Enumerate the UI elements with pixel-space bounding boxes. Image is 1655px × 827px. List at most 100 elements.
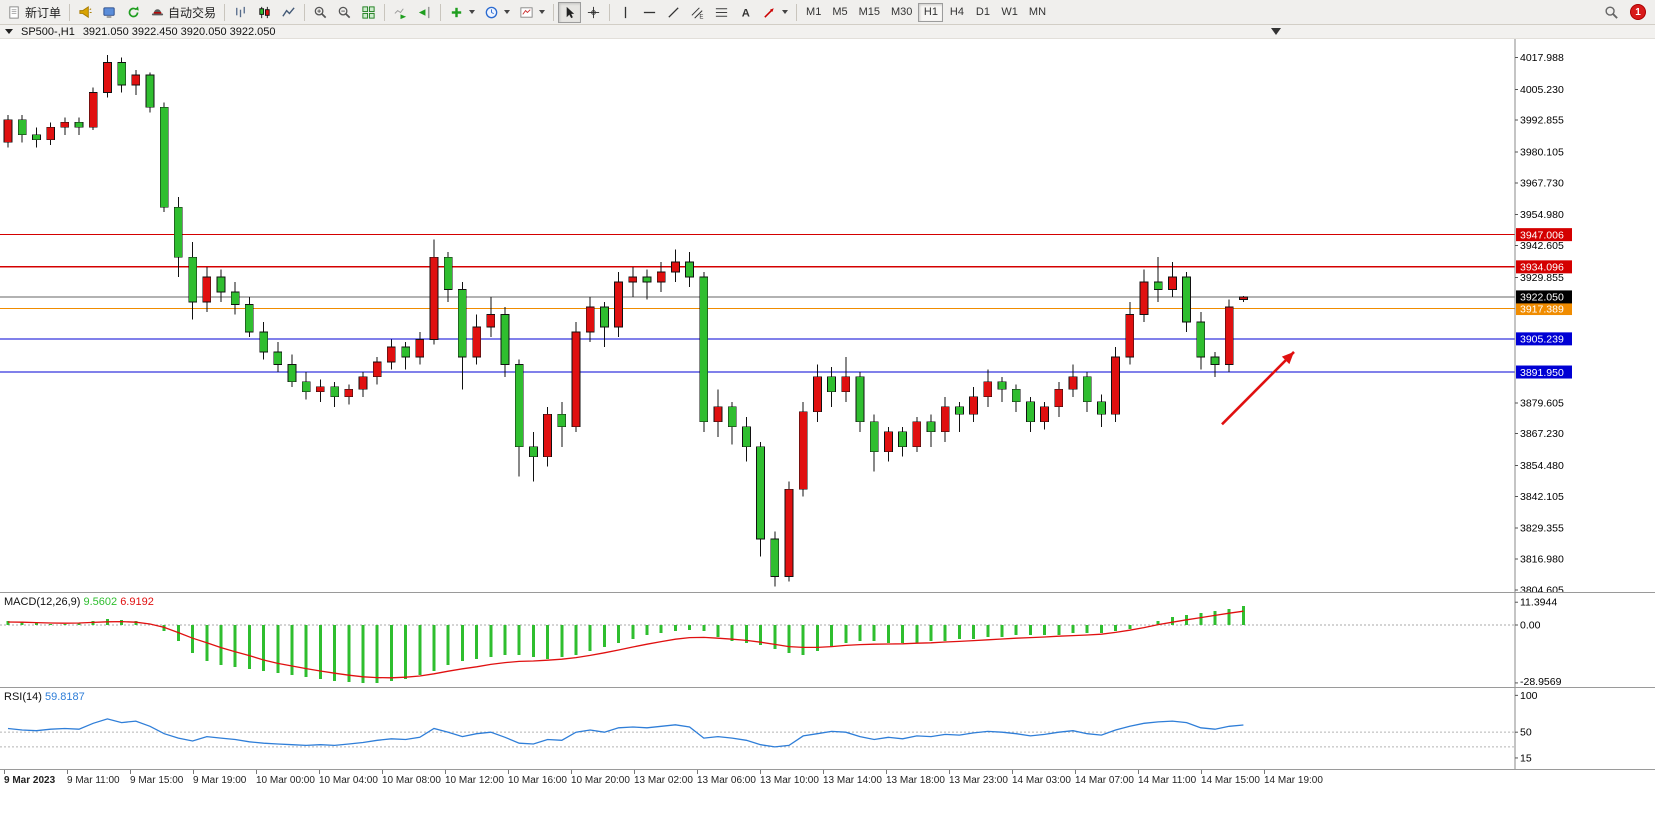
candle-up <box>671 261 680 273</box>
candle-down <box>330 386 339 398</box>
templates-button[interactable] <box>515 2 549 23</box>
price-axis-label: 3829.355 <box>1520 523 1564 535</box>
time-axis[interactable]: 9 Mar 2023 9 Mar 11:00 9 Mar 15:00 9 Mar 19… <box>0 770 1655 794</box>
timeframe-button-h4[interactable]: H4 <box>944 3 969 22</box>
tile-windows-button[interactable] <box>357 2 380 23</box>
candle-down <box>1153 281 1163 290</box>
candle-down <box>926 421 936 433</box>
template-chart-icon <box>520 6 533 18</box>
candle-down <box>770 538 780 577</box>
fibonacci-button[interactable] <box>710 2 733 23</box>
candle-down <box>827 376 836 393</box>
candle-up <box>1139 281 1149 315</box>
time-axis-label: 10 Mar 00:00 <box>256 775 315 786</box>
arrows-button[interactable] <box>758 2 792 23</box>
candle-down <box>685 261 694 278</box>
zoom-in-button[interactable] <box>309 2 332 23</box>
trend-arrow-head <box>1281 351 1294 365</box>
toolbar-separator <box>440 3 442 21</box>
timeframe-button-h1[interactable]: H1 <box>918 2 944 22</box>
crosshair-button[interactable] <box>582 2 605 23</box>
time-axis-tick <box>445 770 446 774</box>
bar-chart-button[interactable] <box>229 2 252 23</box>
autotrading-button[interactable]: 自动交易 <box>146 2 220 23</box>
timeframe-button-m15[interactable]: M15 <box>854 3 885 22</box>
expert-hat-icon <box>151 8 164 15</box>
new-order-button[interactable]: 新订单 <box>3 2 65 23</box>
candle-down <box>17 119 27 136</box>
price-axis-label: 4005.230 <box>1520 84 1564 96</box>
candle-down <box>514 364 524 448</box>
price-tag-label: 3922.050 <box>1520 292 1564 304</box>
pane-splitter[interactable] <box>0 687 1655 688</box>
horizontal-line-button[interactable] <box>638 2 661 23</box>
auto-scroll-button[interactable] <box>389 2 412 23</box>
chevron-down-icon <box>782 10 789 14</box>
candlestick-button[interactable] <box>253 2 276 23</box>
timeframe-button-d1[interactable]: D1 <box>970 3 995 22</box>
timeframe-button-m30[interactable]: M30 <box>886 3 917 22</box>
cursor-button[interactable] <box>558 1 582 23</box>
candle-up <box>585 306 595 333</box>
chevron-down-icon <box>504 10 511 14</box>
toolbar-separator <box>796 3 798 21</box>
monitor-button[interactable] <box>98 2 121 23</box>
candle-down <box>500 314 510 365</box>
horn-button[interactable] <box>74 2 97 23</box>
arrow-object-icon <box>764 7 774 18</box>
search-button[interactable] <box>1600 2 1623 23</box>
price-tag <box>1516 290 1572 304</box>
time-axis-tick <box>508 770 509 774</box>
timeframe-button-w1[interactable]: W1 <box>996 3 1023 22</box>
candle-down <box>1210 356 1220 365</box>
time-axis-tick <box>823 770 824 774</box>
tile-windows-icon <box>362 5 375 19</box>
periods-button[interactable] <box>480 2 514 23</box>
price-axis-label: 3867.230 <box>1520 428 1564 440</box>
chart-shift-button[interactable] <box>413 2 436 23</box>
zoom-out-button[interactable] <box>333 2 356 23</box>
macd-indicator-pane: 11.3944 0.00 -28.9569 MACD(12,26,9) 9.5602 … <box>0 593 1655 687</box>
vertical-line-button[interactable] <box>614 2 637 23</box>
candle-up <box>1068 376 1078 390</box>
pane-splitter[interactable] <box>0 592 1655 593</box>
trendline-icon <box>668 6 679 18</box>
time-axis-label: 9 Mar 15:00 <box>130 775 184 786</box>
toolbar-separator <box>69 3 71 21</box>
candle-down <box>401 346 410 358</box>
text-button[interactable]: A <box>734 2 757 23</box>
candle-up <box>316 386 325 393</box>
price-tag <box>1516 365 1572 379</box>
timeframe-button-m1[interactable]: M1 <box>801 3 826 22</box>
candle-up <box>656 271 666 283</box>
chart-menu-caret-icon[interactable] <box>5 29 13 34</box>
candle-up <box>202 276 212 303</box>
candle-up <box>571 331 581 428</box>
timeframe-button-mn[interactable]: MN <box>1024 3 1051 22</box>
candle-down <box>259 331 268 353</box>
equidistant-channel-button[interactable]: E <box>686 2 709 23</box>
candle-up <box>46 126 55 141</box>
refresh-button[interactable] <box>122 2 145 23</box>
auto-scroll-icon <box>394 7 407 19</box>
price-tag-label: 3934.096 <box>1520 262 1564 274</box>
chart-shift-marker[interactable] <box>1271 28 1281 35</box>
candle-up <box>486 314 496 328</box>
pane-splitter[interactable] <box>0 769 1655 770</box>
chevron-down-icon <box>539 10 546 14</box>
time-axis-tick <box>256 770 257 774</box>
time-axis-tick <box>4 770 5 774</box>
price-axis-label: 3954.980 <box>1520 209 1564 221</box>
indicators-button[interactable] <box>445 2 479 23</box>
candle-down <box>74 121 84 128</box>
rsi-indicator-pane: 100 50 15 RSI(14) 59.8187 <box>0 688 1655 769</box>
trend-arrow-object[interactable] <box>1221 351 1295 426</box>
candle-down <box>245 304 254 333</box>
line-chart-button[interactable] <box>277 2 300 23</box>
candle-up <box>983 381 993 398</box>
time-axis-label: 10 Mar 12:00 <box>445 775 504 786</box>
candle-down <box>1196 321 1206 358</box>
timeframe-button-m5[interactable]: M5 <box>827 3 852 22</box>
trendline-button[interactable] <box>662 2 685 23</box>
notifications-badge[interactable]: 1 <box>1630 4 1646 20</box>
